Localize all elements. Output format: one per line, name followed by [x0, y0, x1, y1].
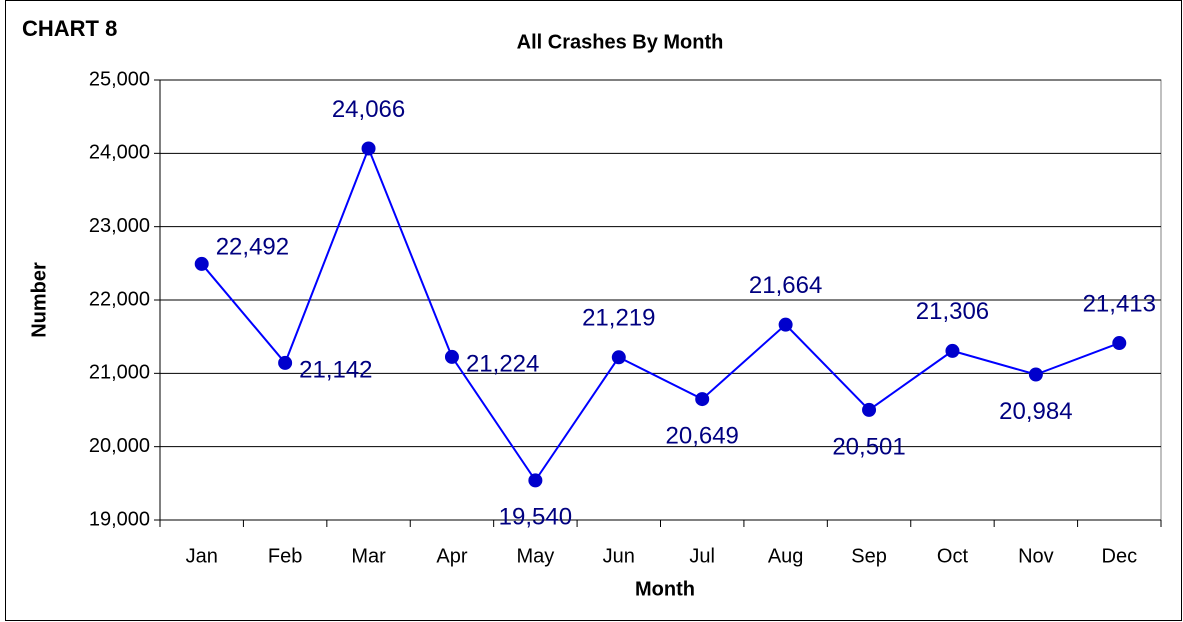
x-axis-label: Month: [635, 578, 695, 600]
x-tick-label: Aug: [768, 545, 804, 567]
x-tick-label: Sep: [851, 545, 887, 567]
data-label: 22,492: [216, 233, 289, 260]
chart-title: All Crashes By Month: [517, 31, 724, 53]
data-point: [361, 141, 376, 156]
data-point: [611, 350, 626, 365]
x-tick-label: Apr: [436, 545, 467, 567]
data-point: [945, 343, 960, 358]
data-label: 21,219: [582, 305, 655, 332]
data-point: [194, 256, 209, 271]
data-label: 20,501: [832, 433, 905, 460]
chart-annotation: CHART 8: [22, 16, 117, 41]
data-label: 24,066: [332, 96, 405, 123]
x-tick-label: Jun: [603, 545, 635, 567]
data-point: [1028, 367, 1043, 382]
x-tick-label: Nov: [1018, 545, 1054, 567]
data-point: [1112, 336, 1127, 351]
data-point: [444, 349, 459, 364]
x-tick-label: Jan: [186, 545, 218, 567]
y-tick-label: 19,000: [89, 508, 150, 530]
data-label: 21,413: [1083, 290, 1156, 317]
data-point: [862, 402, 877, 417]
x-tick-label: Oct: [937, 545, 969, 567]
data-point: [695, 392, 710, 407]
y-tick-label: 24,000: [89, 142, 150, 164]
y-tick-label: 22,000: [89, 288, 150, 310]
data-point: [528, 473, 543, 488]
data-point: [278, 355, 293, 370]
data-label: 20,649: [666, 422, 739, 449]
y-axis-label: Number: [28, 262, 50, 338]
data-label: 21,664: [749, 272, 822, 299]
data-label: 21,306: [916, 298, 989, 325]
x-tick-label: May: [516, 545, 554, 567]
data-point: [778, 317, 793, 332]
x-tick-label: Jul: [689, 545, 715, 567]
y-tick-label: 20,000: [89, 435, 150, 457]
y-tick-label: 23,000: [89, 215, 150, 237]
data-line: [200, 145, 1120, 483]
data-label: 19,540: [499, 504, 572, 531]
x-tick-label: Feb: [268, 545, 302, 567]
data-label: 21,142: [299, 356, 372, 383]
data-label: 20,984: [999, 398, 1072, 425]
x-tick-label: Dec: [1102, 545, 1138, 567]
data-label: 21,224: [466, 350, 539, 377]
y-tick-label: 25,000: [89, 68, 150, 90]
y-tick-label: 21,000: [89, 362, 150, 384]
x-tick-label: Mar: [351, 545, 386, 567]
